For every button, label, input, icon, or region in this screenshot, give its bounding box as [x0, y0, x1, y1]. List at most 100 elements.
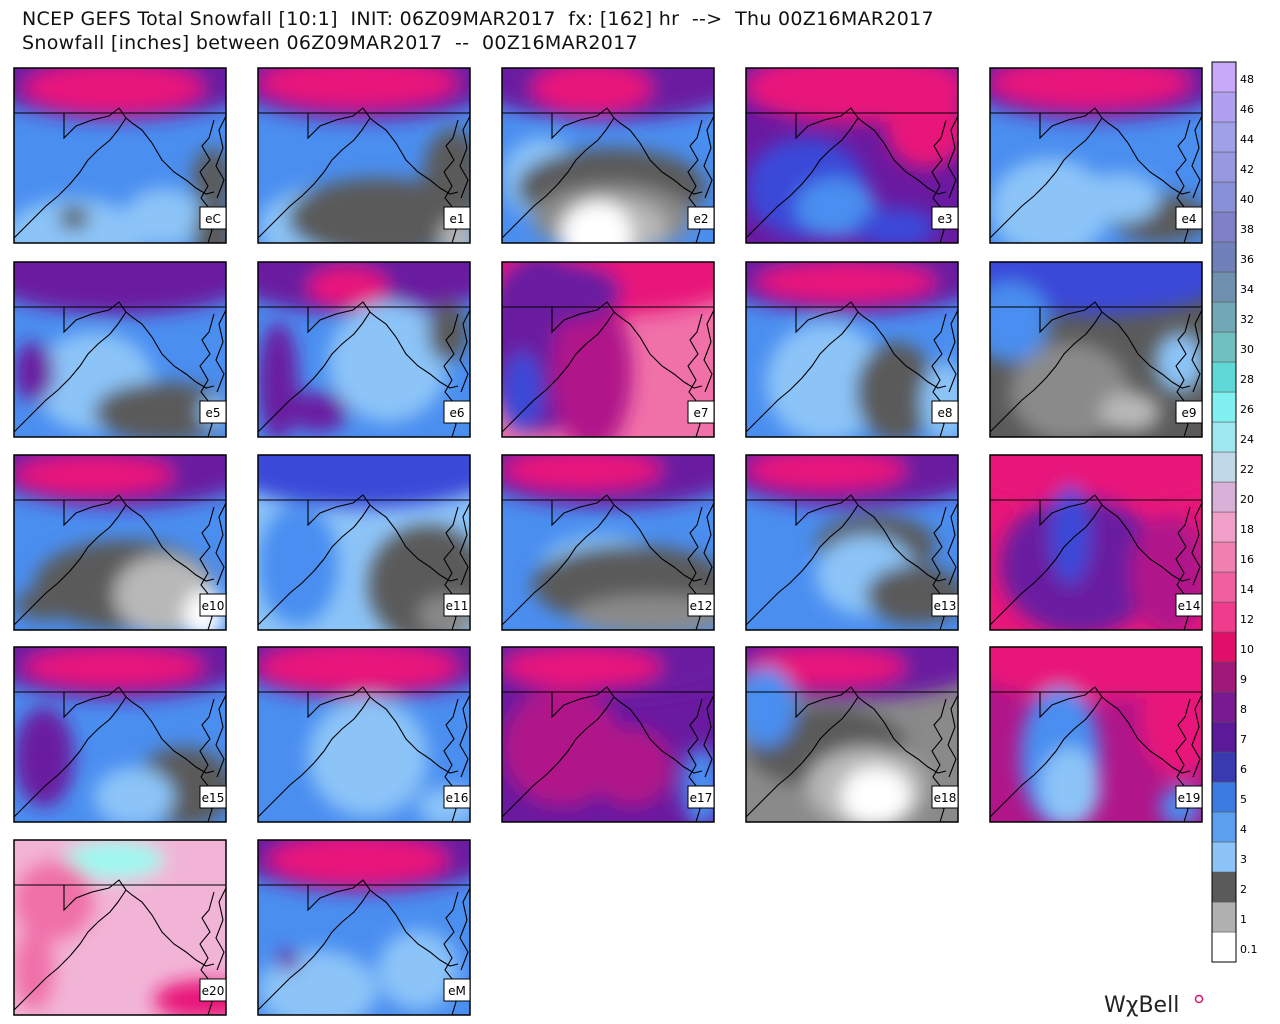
panel-label: e1	[449, 212, 464, 226]
map-panel: e4	[989, 67, 1203, 244]
field-blob	[1040, 747, 1100, 822]
field-blob	[532, 68, 652, 113]
field-blob	[562, 201, 632, 243]
colorbar-band	[1211, 481, 1237, 513]
colorbar-band	[1211, 421, 1237, 453]
panel-label: e10	[202, 599, 225, 613]
subtitle: Snowfall [inches] between 06Z09MAR2017 -…	[22, 32, 638, 54]
map-panel: e13	[745, 454, 959, 631]
field-blob	[796, 178, 876, 238]
colorbar-band	[1211, 211, 1237, 243]
field-blob	[746, 455, 906, 490]
panel-label: e11	[446, 599, 469, 613]
map-panel: e16	[257, 646, 471, 823]
field-blob	[124, 188, 204, 243]
panel-label-box	[1175, 785, 1203, 809]
colorbar-band	[1211, 571, 1237, 603]
colorbar-label: 3	[1240, 853, 1247, 866]
colorbar-label: 9	[1240, 673, 1247, 686]
field-blob	[24, 647, 204, 687]
map-panel: e15	[13, 646, 227, 823]
colorbar-label: 32	[1240, 313, 1254, 326]
colorbar-band	[1211, 811, 1237, 843]
panel-frame	[13, 839, 227, 1016]
colorbar-label: 20	[1240, 493, 1254, 506]
panel-label: e9	[1181, 406, 1196, 420]
colorbar-label: 14	[1240, 583, 1254, 596]
panel-label: e7	[693, 406, 708, 420]
panel-label-box	[1175, 593, 1203, 617]
panel-label-box	[199, 785, 227, 809]
colorbar-band	[1211, 871, 1237, 903]
panel-frame	[257, 67, 471, 244]
panel-label-box	[199, 593, 227, 617]
field-blob	[378, 930, 458, 1010]
title: NCEP GEFS Total Snowfall [10:1] INIT: 06…	[22, 8, 934, 30]
panel-frame	[989, 67, 1203, 244]
field-blob	[990, 158, 1110, 243]
panel-frame	[989, 454, 1203, 631]
panel-label: e15	[202, 791, 225, 805]
colorbar-band	[1211, 91, 1237, 123]
panel-label: e6	[449, 406, 464, 420]
field-blob	[328, 302, 448, 422]
colorbar-label: 22	[1240, 463, 1254, 476]
panel-frame	[501, 67, 715, 244]
colorbar-label: 26	[1240, 403, 1254, 416]
panel-label-box	[687, 206, 715, 230]
field-blob	[990, 282, 1050, 362]
colorbar-label: 18	[1240, 523, 1254, 536]
map-panel: e1	[257, 67, 471, 244]
colorbar-label: 36	[1240, 253, 1254, 266]
field-blob	[841, 767, 911, 822]
panel-frame	[501, 261, 715, 438]
field-blob	[990, 68, 1190, 108]
field-blob	[502, 687, 622, 807]
panel-frame	[13, 67, 227, 244]
field-blob	[14, 590, 74, 620]
panel-label: e12	[690, 599, 713, 613]
panel-label: eM	[448, 984, 466, 998]
colorbar-band	[1211, 331, 1237, 363]
colorbar-label: 46	[1240, 103, 1254, 116]
colorbar-label: 48	[1240, 73, 1254, 86]
colorbar-label: 28	[1240, 373, 1254, 386]
panel-label: e5	[205, 406, 220, 420]
panel-label: eC	[205, 212, 221, 226]
field-blob	[572, 595, 714, 630]
field-blob	[886, 88, 958, 168]
panel-label-box	[687, 593, 715, 617]
field-blob	[1155, 332, 1202, 392]
panel-label: e20	[202, 984, 225, 998]
colorbar-label: 5	[1240, 793, 1247, 806]
panel-frame	[257, 261, 471, 438]
colorbar-band	[1211, 301, 1237, 333]
field-blob	[308, 267, 388, 307]
panel-label: e3	[937, 212, 952, 226]
field-blob	[14, 707, 74, 807]
panel-label-box	[1175, 400, 1203, 424]
field-blob	[552, 292, 632, 437]
field-blob	[268, 840, 448, 885]
map-panel: e14	[989, 454, 1203, 631]
field-blob	[59, 206, 89, 230]
logo-dot	[1194, 994, 1204, 1004]
panel-frame	[13, 454, 227, 631]
colorbar-band	[1211, 241, 1237, 273]
map-panel: e19	[989, 646, 1203, 823]
map-panel: e20	[13, 839, 227, 1016]
colorbar-band	[1211, 631, 1237, 663]
colorbar-label: 7	[1240, 733, 1247, 746]
panel-label-box	[443, 206, 471, 230]
panel-label-box	[443, 400, 471, 424]
panel-frame	[257, 839, 471, 1016]
panel-label-box	[931, 785, 959, 809]
colorbar-band	[1211, 691, 1237, 723]
panel-label-box	[443, 978, 471, 1002]
map-panel: e17	[501, 646, 715, 823]
map-panel: e9	[989, 261, 1203, 438]
colorbar-label: 44	[1240, 133, 1254, 146]
field-blob	[258, 505, 338, 625]
panel-frame	[501, 454, 715, 631]
logo: WχBell	[1104, 993, 1179, 1018]
